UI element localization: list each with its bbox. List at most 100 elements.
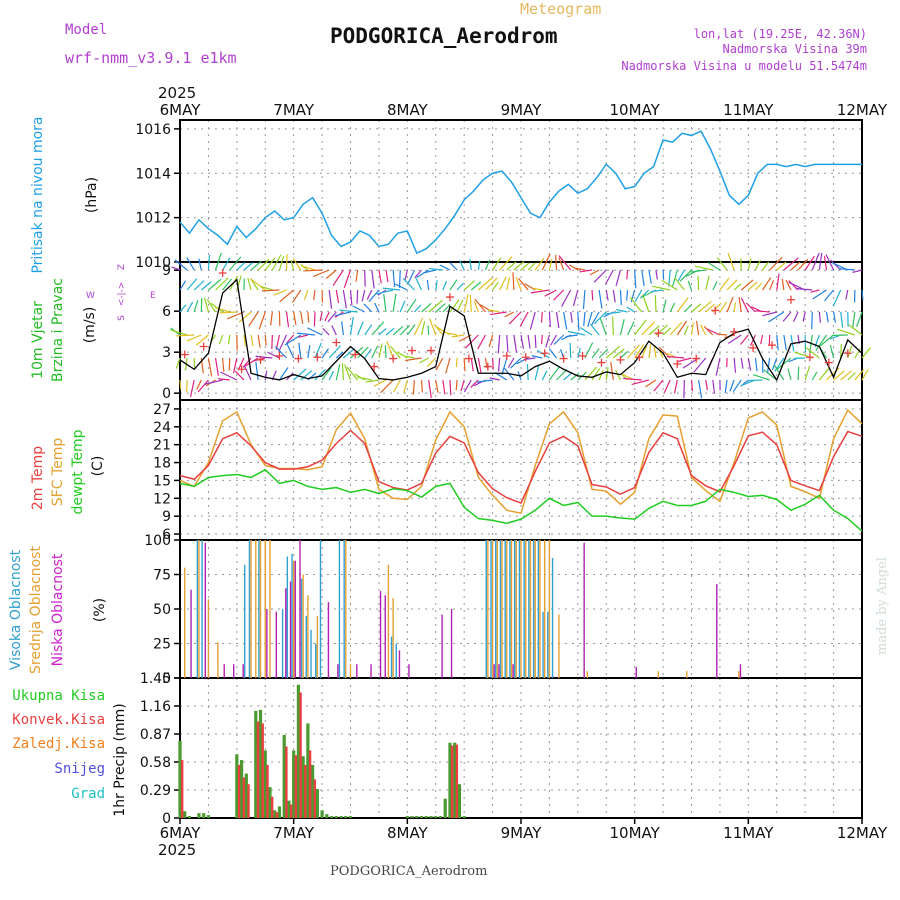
- y-tick-label: 3: [162, 345, 171, 361]
- y-tick-label: 100: [144, 533, 171, 549]
- wind-barb: [572, 289, 579, 307]
- wind-barb: [654, 295, 657, 313]
- wind-barb: [726, 296, 734, 313]
- wind-barb: [275, 346, 287, 359]
- wind-barb: [261, 286, 273, 291]
- wind-barb: [395, 283, 408, 291]
- wind-barb: [354, 373, 366, 381]
- y-tick-label: 9: [162, 509, 171, 525]
- precip-total-bar: [415, 816, 419, 818]
- wind-barb: [712, 379, 716, 394]
- wind-barb: [378, 327, 387, 336]
- wind-barb: [460, 379, 465, 392]
- wind-barb: [378, 269, 382, 284]
- x-tick-label-top: 8MAY: [387, 101, 429, 119]
- precip-conv-bar: [294, 755, 298, 818]
- wind-barb: [196, 379, 202, 390]
- wind-barb: [763, 369, 778, 381]
- precip-total-bar: [320, 810, 324, 818]
- gust-marker: [805, 353, 814, 362]
- wind-barb: [428, 299, 443, 313]
- y-tick-label: 1.16: [140, 699, 171, 715]
- wind-barb: [591, 311, 600, 326]
- wind-barb: [724, 379, 728, 394]
- wind-barb: [445, 357, 451, 374]
- wind-barb: [227, 334, 231, 345]
- wind-barb: [243, 334, 246, 347]
- wind-barb: [368, 289, 380, 303]
- x-tick-label-bottom: 6MAY: [160, 824, 202, 842]
- wind-barb: [605, 289, 609, 301]
- wind-barb: [189, 379, 195, 397]
- wind-barb: [818, 252, 823, 271]
- wind-barb: [768, 311, 785, 323]
- wind-barb: [426, 279, 430, 291]
- wind-barb: [435, 357, 444, 371]
- wind-barb: [403, 379, 408, 394]
- wind-barb: [451, 334, 465, 338]
- wind-barb: [604, 269, 614, 285]
- wind-barb: [677, 357, 692, 363]
- wind-barb: [833, 370, 845, 381]
- wind-barb: [350, 346, 364, 359]
- wind-barb: [257, 334, 261, 348]
- tsfc-label: SFC Temp: [50, 438, 66, 507]
- wind-barb: [733, 302, 737, 313]
- wind-barb: [214, 306, 230, 313]
- wind-barb: [179, 280, 187, 291]
- wind-barb: [804, 346, 820, 359]
- compass-south: S: [117, 315, 127, 321]
- gust-marker: [445, 293, 454, 302]
- wind-barb: [473, 300, 479, 313]
- wind-barb: [428, 379, 432, 399]
- y-tick-label: 27: [153, 402, 171, 418]
- wind-barb: [767, 357, 771, 373]
- wind-barb: [524, 283, 536, 291]
- wind-barb: [470, 379, 479, 389]
- wind-barb: [378, 343, 383, 359]
- wind-barb: [591, 348, 600, 359]
- wind-barb: [782, 311, 792, 322]
- wind-barb: [321, 367, 332, 381]
- gust-marker: [749, 343, 758, 352]
- wind-barb: [175, 357, 181, 369]
- wind-barb: [357, 376, 372, 381]
- wind-barb: [300, 265, 316, 271]
- wind-barb: [832, 289, 842, 307]
- wind-barb: [406, 324, 416, 336]
- wind-barb: [753, 374, 770, 381]
- precip-total-bar: [453, 742, 457, 818]
- x-tick-label-bottom: 7MAY: [273, 824, 315, 842]
- wind-barb: [705, 275, 710, 291]
- wind-barb: [662, 269, 665, 280]
- wind-barb: [824, 289, 835, 302]
- x-tick-label-top: 12MAY: [837, 101, 888, 119]
- product-title: Meteogram: [520, 0, 601, 18]
- wind-barb: [264, 257, 276, 271]
- wind-barb: [328, 289, 333, 309]
- wind-barb: [255, 361, 259, 381]
- precip-total-bar: [419, 816, 424, 818]
- wind-barb: [349, 316, 354, 336]
- bottom-year: 2025: [158, 841, 196, 859]
- wind-barb: [383, 293, 387, 313]
- gust-marker: [616, 355, 625, 364]
- wind-barb: [579, 269, 593, 273]
- wind-barb: [716, 333, 728, 336]
- wind-barb: [435, 303, 446, 313]
- wind-barb: [591, 368, 601, 381]
- precip-conv-bar: [275, 812, 279, 818]
- wind-barb: [593, 269, 607, 283]
- pressure-label: Pritisak na nivou mora: [30, 116, 46, 273]
- wind-barb: [690, 379, 694, 392]
- wind-barb: [703, 325, 714, 336]
- wind-barb: [270, 311, 273, 326]
- y-tick-label: 6: [162, 304, 171, 320]
- gust-marker: [199, 342, 208, 351]
- station-title: PODGORICA_Aerodrom: [330, 24, 558, 48]
- wind-barb: [335, 364, 341, 381]
- wind-barb: [619, 319, 625, 336]
- wind-barb: [220, 371, 238, 381]
- wind-barb: [619, 289, 622, 306]
- wind-barb: [662, 327, 672, 336]
